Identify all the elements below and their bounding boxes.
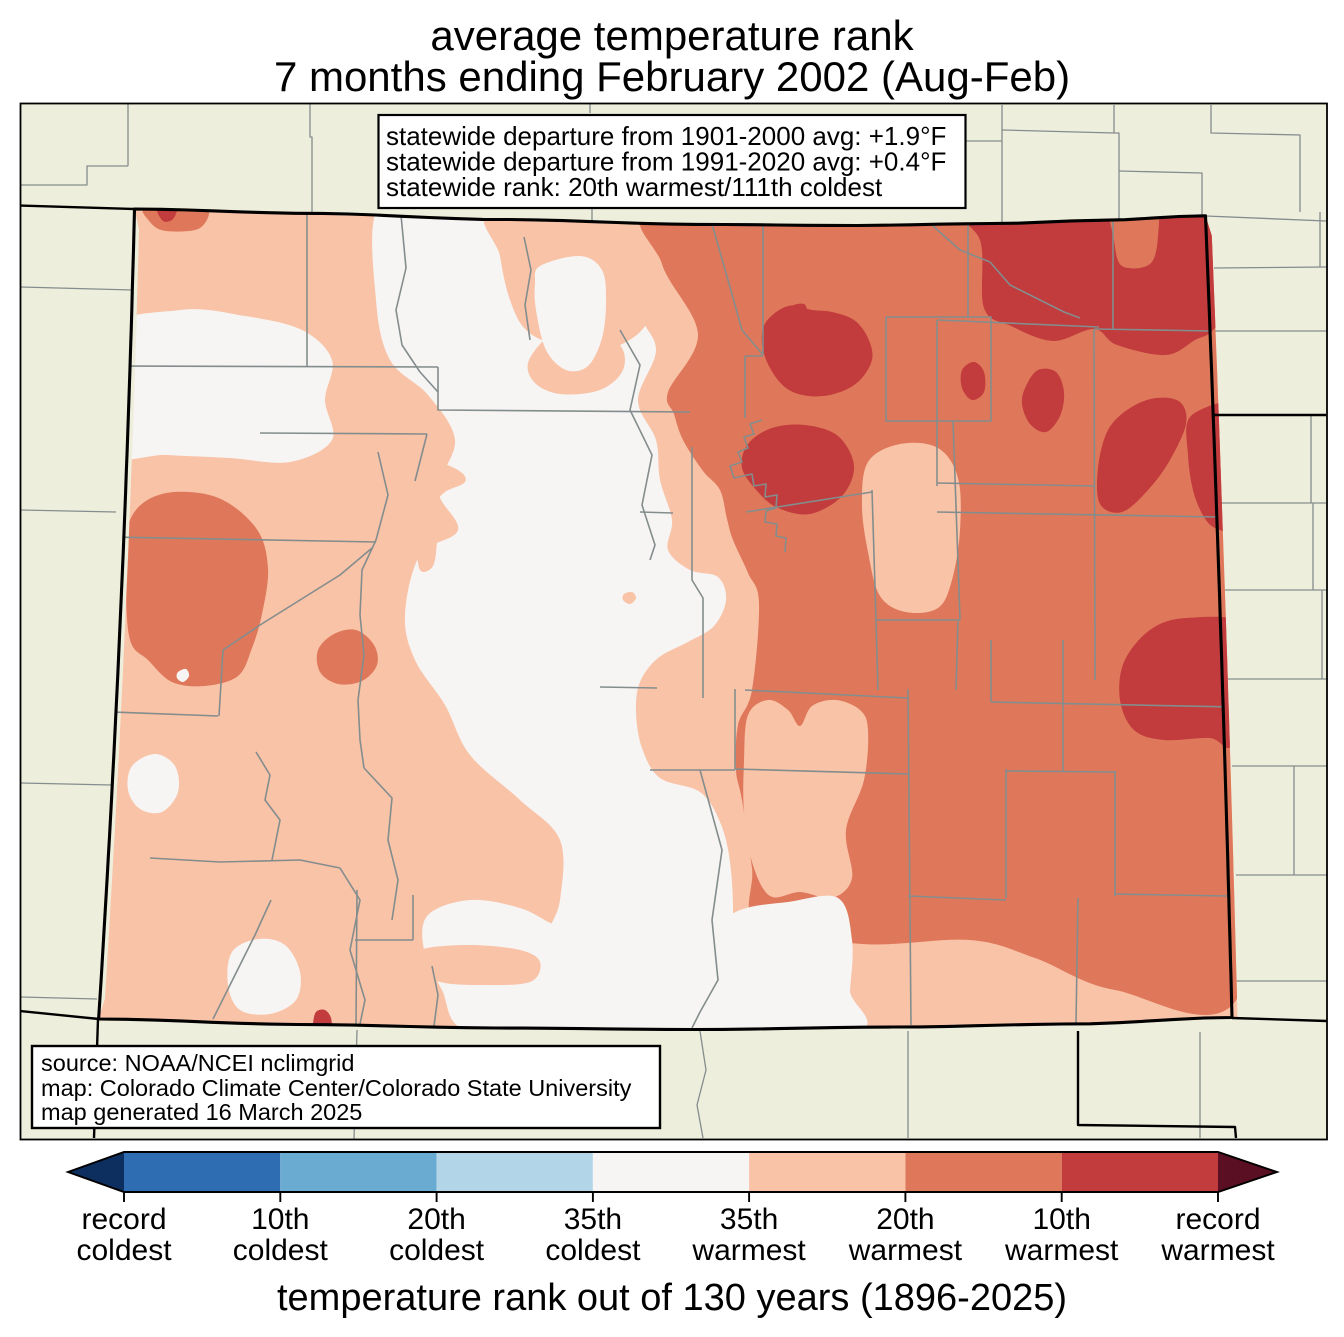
svg-text:coldest: coldest xyxy=(389,1234,485,1267)
svg-text:20th: 20th xyxy=(407,1203,465,1236)
svg-text:warmest: warmest xyxy=(1004,1234,1119,1267)
svg-text:10th: 10th xyxy=(1033,1203,1091,1236)
svg-text:warmest: warmest xyxy=(691,1234,806,1267)
svg-text:7 months ending February 2002: 7 months ending February 2002 (Aug-Feb) xyxy=(274,53,1070,100)
svg-text:warmest: warmest xyxy=(848,1234,963,1267)
svg-text:warmest: warmest xyxy=(1160,1234,1275,1267)
svg-text:coldest: coldest xyxy=(545,1234,641,1267)
svg-text:20th: 20th xyxy=(876,1203,934,1236)
svg-text:coldest: coldest xyxy=(76,1234,172,1267)
svg-text:statewide rank: 20th warmest/1: statewide rank: 20th warmest/111th colde… xyxy=(386,172,883,202)
svg-text:35th: 35th xyxy=(720,1203,778,1236)
svg-text:35th: 35th xyxy=(564,1203,622,1236)
svg-text:statewide departure from 1901-: statewide departure from 1901-2000 avg: … xyxy=(386,121,946,151)
svg-text:map: Colorado Climate Center/C: map: Colorado Climate Center/Colorado St… xyxy=(41,1075,632,1101)
svg-text:temperature rank out of 130 ye: temperature rank out of 130 years (1896-… xyxy=(277,1277,1067,1319)
svg-text:coldest: coldest xyxy=(233,1234,329,1267)
svg-text:record: record xyxy=(81,1203,166,1236)
svg-text:map generated 16 March 2025: map generated 16 March 2025 xyxy=(41,1099,362,1125)
svg-text:average temperature rank: average temperature rank xyxy=(430,12,914,59)
svg-text:10th: 10th xyxy=(251,1203,309,1236)
svg-text:record: record xyxy=(1175,1203,1260,1236)
svg-text:statewide departure from 1991-: statewide departure from 1991-2020 avg: … xyxy=(386,147,946,177)
svg-text:source: NOAA/NCEI nclimgrid: source: NOAA/NCEI nclimgrid xyxy=(41,1050,354,1076)
